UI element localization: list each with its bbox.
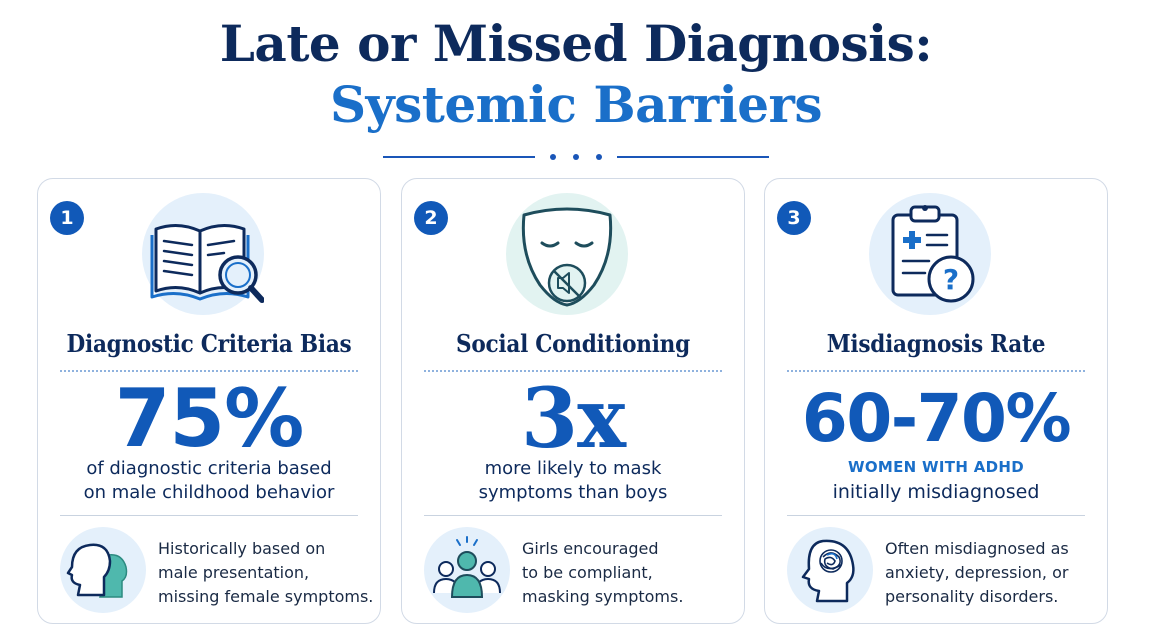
note-line-3: missing female symptoms. [158, 587, 374, 606]
card-number-badge: 3 [777, 201, 811, 235]
note-line-1: Girls encouraged [522, 539, 659, 558]
card-number-badge: 2 [414, 201, 448, 235]
tangled-brain-icon [787, 527, 873, 613]
svg-text:?: ? [943, 263, 959, 296]
stat-value: 75% [114, 372, 304, 465]
title-divider-right [617, 156, 769, 158]
group-people-icon [424, 527, 510, 613]
note-line-3: masking symptoms. [522, 587, 684, 606]
title-divider-left [383, 156, 535, 158]
card-misdiagnosis-rate: 3 ? Misdiagnosis Rate 60-70% WOMEN WITH … [764, 178, 1108, 624]
title-divider-dots [550, 150, 602, 164]
note-line-3: personality disorders. [885, 587, 1059, 606]
section-divider [60, 515, 358, 516]
card-note: Historically based on male presentation,… [158, 537, 378, 609]
head-profiles-icon [60, 527, 146, 613]
title-line-2: Systemic Barriers [329, 75, 823, 134]
note-line-2: male presentation, [158, 563, 310, 582]
stat-value: 3x [521, 371, 626, 467]
stat-description: more likely to mask symptoms than boys [402, 457, 744, 505]
stat-subtitle: WOMEN WITH ADHD [848, 458, 1024, 476]
stat-description: initially misdiagnosed [832, 481, 1040, 503]
stat-description-line-2: on male childhood behavior [83, 482, 335, 503]
stat-description-line-1: more likely to mask [484, 458, 662, 479]
title-line-1: Late or Missed Diagnosis: [219, 14, 933, 73]
book-magnifier-icon [142, 193, 264, 315]
card-note: Often misdiagnosed as anxiety, depressio… [885, 537, 1105, 609]
section-divider [787, 515, 1085, 516]
stat-description: of diagnostic criteria based on male chi… [38, 457, 380, 505]
card-title: Diagnostic Criteria Bias [66, 329, 352, 358]
card-social-conditioning: 2 Social Conditioning 3x more likely to … [401, 178, 745, 624]
clipboard-question-icon: ? [869, 193, 991, 315]
page-title: Late or Missed Diagnosis: Systemic Barri… [0, 14, 1152, 136]
card-diagnostic-criteria-bias: 1 Diagnostic Criteria Bias 75% of diagno… [37, 178, 381, 624]
dotted-divider [787, 370, 1085, 372]
dotted-divider [60, 370, 358, 372]
card-title: Misdiagnosis Rate [826, 329, 1046, 358]
stat-description-line-2: symptoms than boys [478, 482, 668, 503]
note-line-1: Historically based on [158, 539, 326, 558]
card-note: Girls encouraged to be compliant, maskin… [522, 537, 742, 609]
muted-mask-icon [506, 193, 628, 315]
note-line-2: to be compliant, [522, 563, 653, 582]
section-divider [424, 515, 722, 516]
dotted-divider [424, 370, 722, 372]
card-title: Social Conditioning [456, 329, 690, 358]
stat-description-line-1: of diagnostic criteria based [86, 458, 332, 479]
stat-value: 60-70% [801, 380, 1072, 457]
note-line-2: anxiety, depression, or [885, 563, 1069, 582]
note-line-1: Often misdiagnosed as [885, 539, 1069, 558]
card-number-badge: 1 [50, 201, 84, 235]
